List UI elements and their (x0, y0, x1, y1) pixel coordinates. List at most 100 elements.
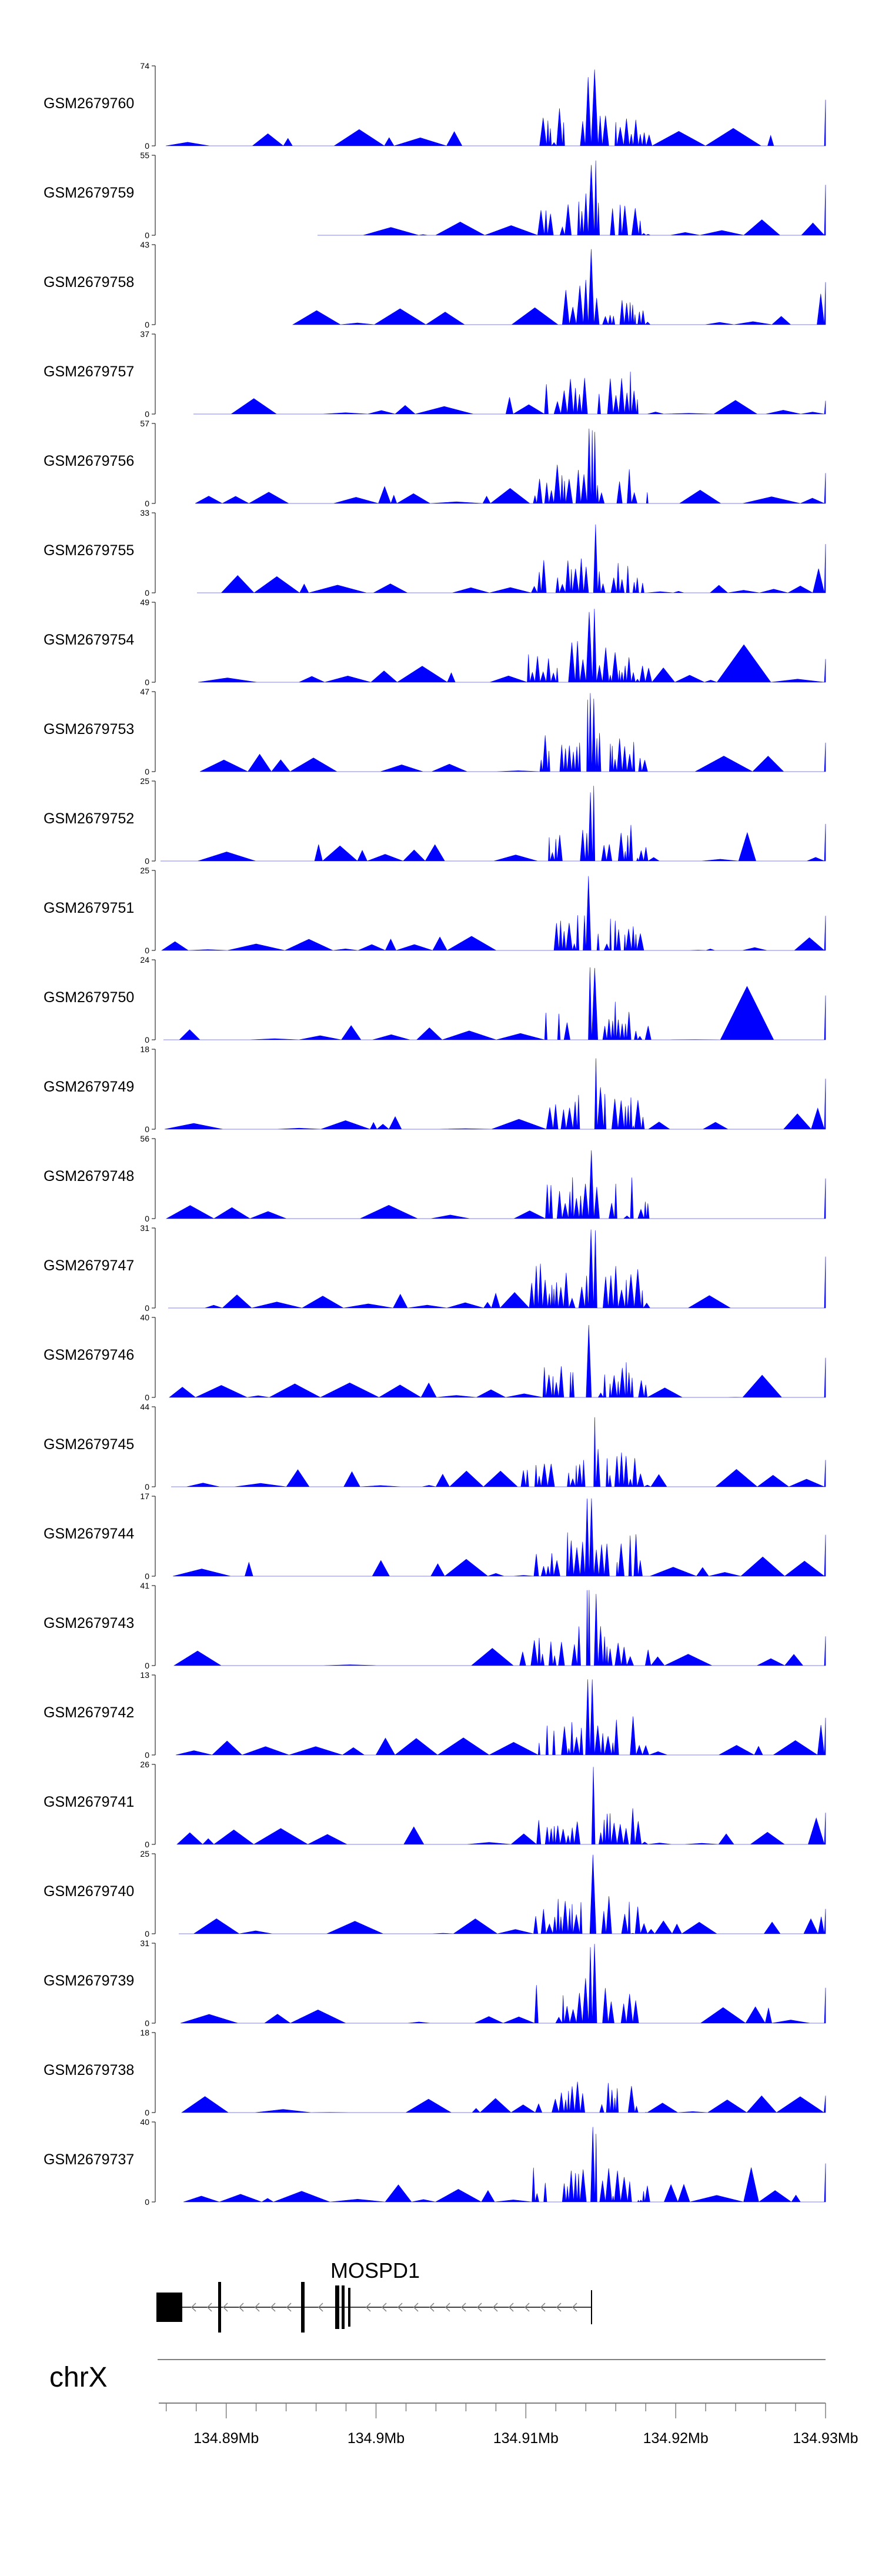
coverage-area (163, 967, 826, 1040)
track-label: GSM2679748 (44, 1168, 134, 1184)
ruler-tick-label: 134.89Mb (193, 2430, 259, 2447)
y-max-label: 40 (140, 1313, 149, 1322)
track: GSM2679739 31 0 (44, 1938, 826, 2028)
y-min-label: 0 (145, 2108, 149, 2117)
coverage-area (169, 1324, 826, 1399)
y-min-label: 0 (145, 767, 149, 776)
y-max-label: 74 (140, 61, 149, 71)
y-min-label: 0 (145, 678, 149, 687)
strand-arrow (254, 2303, 260, 2312)
y-max-label: 43 (140, 240, 149, 249)
y-min-label: 0 (145, 588, 149, 598)
track-label: GSM2679739 (44, 1973, 134, 1989)
track-label: GSM2679756 (44, 453, 134, 469)
y-max-label: 25 (140, 1849, 149, 1858)
strand-arrow (381, 2303, 387, 2312)
coverage-area (197, 524, 826, 594)
track: GSM2679740 25 0 (44, 1849, 826, 1938)
coverage-area (161, 876, 826, 951)
y-max-label: 26 (140, 1760, 149, 1769)
track-label: GSM2679747 (44, 1257, 134, 1274)
coverage-area (181, 2081, 826, 2113)
chromosome-label: chrX (49, 2362, 108, 2393)
ruler-tick-label: 134.92Mb (643, 2430, 709, 2447)
track: GSM2679737 40 0 (44, 2117, 826, 2207)
coverage-area (318, 160, 826, 236)
exon-utr (156, 2293, 182, 2322)
y-min-label: 0 (145, 1125, 149, 1134)
strand-arrow (429, 2303, 435, 2312)
track-label: GSM2679753 (44, 721, 134, 738)
y-min-label: 0 (145, 856, 149, 866)
tracks-layer: GSM2679760740GSM2679759550GSM2679758430G… (44, 61, 826, 2207)
exon-tss (591, 2290, 592, 2324)
strand-arrow (556, 2303, 562, 2312)
ruler-tick-label: 134.91Mb (493, 2430, 559, 2447)
genome-axis: 134.89Mb 134.9Mb 134.91Mb 134.92Mb 134.93Mb (159, 2403, 858, 2447)
y-min-label: 0 (145, 2197, 149, 2207)
y-max-label: 40 (140, 2117, 149, 2127)
coverage-area (165, 1150, 826, 1219)
y-min-label: 0 (145, 1035, 149, 1045)
track: GSM2679738 18 0 (44, 2028, 826, 2117)
strand-arrow (397, 2303, 403, 2312)
track: GSM2679746 40 0 (44, 1313, 826, 1402)
y-min-label: 0 (145, 946, 149, 955)
y-max-label: 31 (140, 1223, 149, 1233)
coverage-area (171, 1417, 826, 1487)
y-max-label: 56 (140, 1134, 149, 1143)
strand-arrow (445, 2303, 450, 2312)
coverage-area (180, 1944, 826, 2024)
strand-arrow (191, 2303, 196, 2312)
track-label: GSM2679743 (44, 1615, 134, 1631)
y-min-label: 0 (145, 1929, 149, 1938)
exon (335, 2285, 339, 2329)
y-max-label: 44 (140, 1402, 149, 1412)
y-max-label: 57 (140, 419, 149, 428)
y-min-label: 0 (145, 1214, 149, 1223)
intron-arrows (191, 2303, 577, 2312)
gene-model: MOSPD1 (156, 2258, 592, 2333)
track: GSM2679752 25 0 (44, 776, 826, 866)
y-min-label: 0 (145, 409, 149, 419)
y-min-label: 0 (145, 1661, 149, 1670)
y-max-label: 37 (140, 329, 149, 339)
coverage-area (168, 1229, 826, 1309)
track: GSM2679751 25 0 (44, 866, 826, 955)
track-label: GSM2679750 (44, 989, 134, 1006)
ruler-tick-label: 134.93Mb (793, 2430, 858, 2447)
y-min-label: 0 (145, 1750, 149, 1760)
exon (348, 2288, 350, 2327)
track-label: GSM2679752 (44, 810, 134, 827)
y-max-label: 41 (140, 1581, 149, 1590)
coverage-area (195, 428, 826, 504)
strand-arrow (413, 2303, 419, 2312)
y-min-label: 0 (145, 499, 149, 508)
y-min-label: 0 (145, 1482, 149, 1491)
y-max-label: 13 (140, 1670, 149, 1680)
y-max-label: 17 (140, 1491, 149, 1501)
y-min-label: 0 (145, 1571, 149, 1581)
strand-arrow (365, 2303, 371, 2312)
track-label: GSM2679745 (44, 1436, 134, 1453)
exon (218, 2282, 221, 2333)
exon (342, 2285, 345, 2329)
track: GSM2679744 17 0 (44, 1491, 826, 1581)
strand-arrow (524, 2303, 530, 2312)
coverage-area (165, 69, 826, 146)
track: GSM2679760 74 0 (44, 61, 826, 151)
ruler-tick-label: 134.9Mb (348, 2430, 405, 2447)
coverage-area (292, 249, 826, 326)
track: GSM2679743 41 0 (44, 1581, 826, 1670)
track-label: GSM2679757 (44, 363, 134, 380)
strand-arrow (222, 2303, 228, 2312)
y-max-label: 25 (140, 866, 149, 875)
track: GSM2679753 47 0 (44, 687, 826, 776)
coverage-area (164, 1058, 826, 1130)
coverage-area (183, 2127, 826, 2203)
y-max-label: 55 (140, 151, 149, 160)
strand-arrow (492, 2303, 498, 2312)
track: GSM2679747 31 0 (44, 1223, 826, 1313)
strand-arrow (206, 2303, 212, 2312)
